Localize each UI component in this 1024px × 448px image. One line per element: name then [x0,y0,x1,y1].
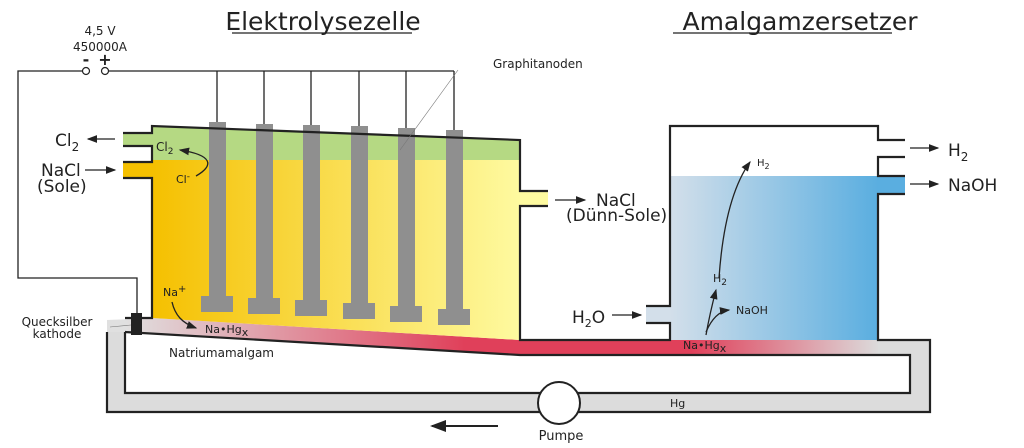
flow-arrows [85,69,940,336]
current-label: 450000A [73,40,128,54]
voltage-label: 4,5 V [84,24,116,38]
brine-layer [152,160,520,340]
anode [201,122,233,312]
h2-mid-label: H2 [713,272,727,288]
anode [295,125,327,316]
sodium-ion-label: Na+ [163,284,186,299]
h2-top-label: H2 [757,158,770,171]
nacl-inlet-label: NaCl [41,161,81,181]
nacl-outlet-fill [519,191,548,206]
wiring [17,70,455,314]
plus-terminal-icon [100,66,110,76]
cathode-label-1: Quecksilber [22,315,93,329]
cl2-outlet-label: Cl2 [55,131,79,154]
nahg-right-label: Na•Hgx [683,339,727,355]
mercury-cathode [131,313,142,335]
sole-label: (Sole) [37,177,87,197]
minus-terminal-icon [81,66,91,76]
naoh-inner-label: NaOH [736,304,768,317]
title-amalgamzersetzer: Amalgamzersetzer [682,7,918,36]
graphite-anodes [201,122,470,325]
naoh-solution [670,176,878,340]
h2o-inlet-label: H2O [572,308,605,330]
cl2-inner-label: Cl2 [156,140,173,157]
h2-outlet-label: H2 [948,141,968,164]
title-elektrolysezelle: Elektrolysezelle [225,7,420,36]
amalgam-layer [107,318,878,355]
hg-label: Hg [670,397,685,410]
anode [390,128,422,322]
pumpe-label: Pumpe [539,429,584,444]
nacl-inlet-fill [123,162,153,178]
naoh-outlet-label: NaOH [948,176,997,196]
pump-icon [537,381,581,425]
cl2-outlet-fill [123,133,153,146]
plus-terminal-label: + [98,50,111,69]
minus-terminal-label: - [83,50,90,69]
anode [248,124,280,314]
duenn-sole-label: (Dünn-Sole) [566,206,667,226]
natriumamalgam-label: Natriumamalgam [169,346,274,360]
chlorine-gas-layer [152,126,520,160]
nacl-outlet-label: NaCl [596,191,636,211]
graphitanoden-label: Graphitanoden [493,57,583,71]
naoh-outlet-fill [877,176,905,194]
anode [438,130,470,325]
anode [343,126,375,319]
chloride-ion-label: Cl- [176,172,190,186]
nahg-left-label: Na•Hgx [205,323,249,339]
cathode-label-2: kathode [33,327,82,341]
h2o-inlet-fill [646,306,671,323]
